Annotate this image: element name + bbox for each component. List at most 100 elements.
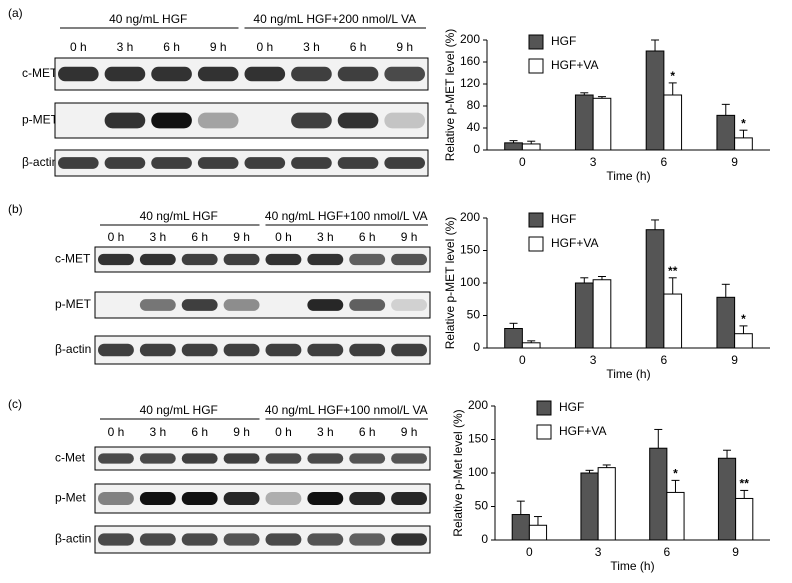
lane-label: 3 h [149, 425, 166, 439]
blot-band [223, 453, 260, 464]
blot-band [223, 299, 260, 311]
blot-band [349, 491, 386, 506]
legend-swatch [536, 424, 552, 440]
bar [574, 282, 594, 349]
y-tick-label: 100 [460, 275, 480, 289]
bar [528, 524, 548, 541]
y-tick-label: 200 [460, 32, 480, 46]
blot-band [307, 533, 344, 546]
blot-band [244, 66, 286, 82]
y-tick-label: 120 [460, 76, 480, 90]
blot-band [139, 253, 176, 266]
blot-band [265, 533, 302, 546]
panel-label: (c) [8, 397, 22, 411]
legend-label: HGF+VA [559, 424, 606, 438]
bar [521, 143, 541, 151]
blot-band [139, 533, 176, 546]
lane-label: 0 h [108, 425, 125, 439]
group-label: 40 ng/mL HGF+200 nmol/L VA [253, 12, 416, 26]
blot-band [98, 533, 134, 546]
row-label: p-MET [22, 113, 59, 127]
y-tick-label: 200 [460, 210, 480, 224]
blot-band [139, 453, 176, 464]
blot-band [384, 66, 425, 82]
y-axis-label: Relative p-MET level (%) [443, 217, 457, 349]
blot-band [58, 157, 99, 169]
bar [666, 491, 685, 541]
y-tick-label: 80 [467, 98, 481, 112]
legend-label: HGF+VA [551, 58, 598, 72]
significance-mark: * [741, 312, 746, 326]
blot-band [349, 453, 386, 464]
bar [597, 467, 616, 541]
lane-label: 6 h [359, 425, 376, 439]
significance-mark: ** [668, 264, 678, 278]
legend-label: HGF [551, 34, 576, 48]
lane-label: 9 h [233, 230, 250, 244]
bar [580, 472, 599, 541]
lane-label: 0 h [275, 230, 292, 244]
blot-band [139, 343, 176, 357]
blot-band [151, 66, 192, 82]
significance-mark: * [741, 116, 746, 130]
lane-label: 3 h [149, 230, 166, 244]
x-tick-label: 0 [526, 545, 533, 559]
legend-label: HGF [551, 212, 576, 226]
lane-label: 3 h [117, 40, 134, 54]
blot-band [265, 453, 302, 464]
lane-label: 6 h [191, 425, 208, 439]
bar [716, 114, 736, 151]
blot-band [181, 533, 218, 546]
legend-swatch [528, 58, 544, 74]
y-tick-label: 50 [467, 308, 481, 322]
significance-mark: ** [740, 477, 750, 491]
blot-band [223, 491, 260, 506]
bar [717, 457, 737, 541]
blot-band [104, 112, 146, 129]
blot-band [104, 66, 146, 82]
group-label: 40 ng/mL HGF [140, 209, 218, 223]
blot-band [98, 453, 134, 464]
blot-band [197, 66, 239, 82]
blot-band [244, 157, 286, 169]
y-tick-label: 40 [467, 120, 481, 134]
blot-band [151, 112, 192, 129]
blot-band [291, 66, 332, 82]
blot-band [98, 343, 134, 357]
lane-label: 3 h [317, 230, 334, 244]
row-label: p-Met [55, 491, 86, 505]
legend-swatch [528, 212, 544, 228]
lane-label: 0 h [108, 230, 125, 244]
y-tick-label: 150 [468, 432, 488, 446]
blot-band [139, 299, 176, 311]
blot-band [384, 112, 425, 129]
blot-band [337, 157, 379, 169]
x-axis-label: Time (h) [610, 559, 654, 573]
blot-band [349, 343, 386, 357]
y-tick-label: 160 [460, 54, 480, 68]
blot-band [181, 491, 218, 506]
blot-band [307, 453, 344, 464]
panel-label: (b) [8, 202, 23, 216]
blot-band [98, 253, 134, 266]
lane-label: 6 h [359, 230, 376, 244]
row-label: c-Met [55, 451, 86, 465]
x-axis-label: Time (h) [606, 169, 650, 183]
lane-label: 6 h [163, 40, 180, 54]
blot-band [223, 253, 260, 266]
blot-band [181, 299, 218, 311]
bar [645, 50, 665, 151]
bar [592, 97, 612, 151]
x-tick-label: 3 [590, 155, 597, 169]
blot-band [307, 343, 344, 357]
y-axis-label: Relative p-Met level (%) [451, 409, 465, 536]
bar [574, 94, 594, 151]
blot-band [391, 299, 427, 311]
blot-band [307, 491, 344, 506]
blot-band [223, 343, 260, 357]
panel-label: (a) [8, 6, 23, 20]
significance-mark: * [670, 69, 675, 83]
lane-label: 9 h [401, 425, 418, 439]
bar [716, 296, 736, 349]
